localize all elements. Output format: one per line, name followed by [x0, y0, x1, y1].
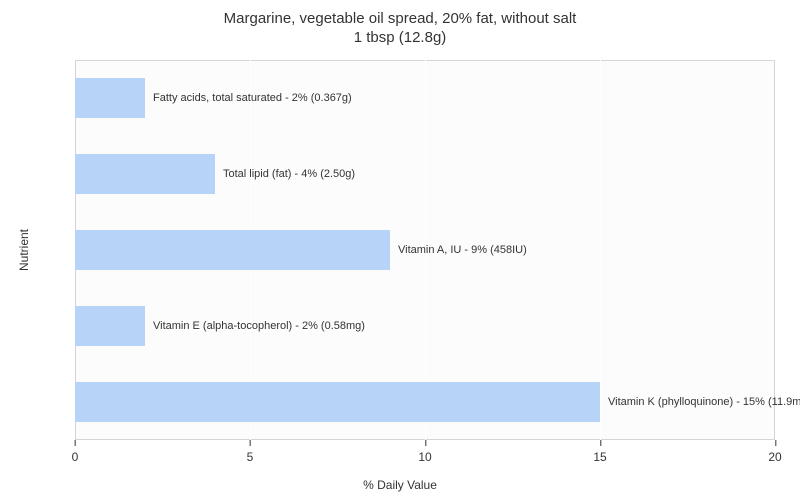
bar	[75, 230, 390, 270]
bar-label: Vitamin E (alpha-tocopherol) - 2% (0.58m…	[145, 306, 365, 346]
bar-label: Vitamin K (phylloquinone) - 15% (11.9mcg…	[600, 382, 800, 422]
x-tick: 15	[593, 440, 606, 464]
bar	[75, 154, 215, 194]
bar-label: Vitamin A, IU - 9% (458IU)	[390, 230, 527, 270]
plot-area: 05101520Fatty acids, total saturated - 2…	[75, 60, 775, 440]
bar-label: Total lipid (fat) - 4% (2.50g)	[215, 154, 355, 194]
chart-title: Margarine, vegetable oil spread, 20% fat…	[0, 10, 800, 46]
title-line-1: Margarine, vegetable oil spread, 20% fat…	[0, 10, 800, 27]
bar	[75, 306, 145, 346]
bar	[75, 78, 145, 118]
x-tick: 20	[768, 440, 781, 464]
title-line-2: 1 tbsp (12.8g)	[0, 29, 800, 46]
x-axis-label: % Daily Value	[0, 478, 800, 492]
chart-container: Margarine, vegetable oil spread, 20% fat…	[0, 0, 800, 500]
x-tick: 10	[418, 440, 431, 464]
bar-label: Fatty acids, total saturated - 2% (0.367…	[145, 78, 352, 118]
x-tick: 5	[247, 440, 254, 464]
y-axis-label: Nutrient	[17, 229, 31, 271]
bar	[75, 382, 600, 422]
x-tick: 0	[72, 440, 79, 464]
y-axis-label-wrap: Nutrient	[18, 60, 30, 440]
